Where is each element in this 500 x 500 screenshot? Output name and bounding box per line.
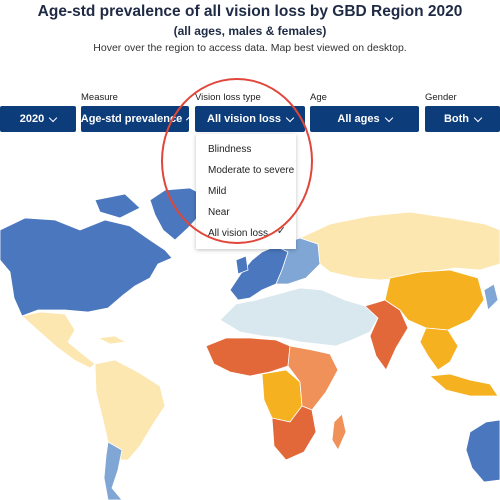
map-region-central-america[interactable] bbox=[21, 311, 96, 369]
map-region-madagascar[interactable] bbox=[331, 413, 347, 451]
map-region-western-ssa[interactable] bbox=[205, 337, 291, 377]
measure-select[interactable]: Age-std prevalence bbox=[81, 106, 189, 132]
age-value: All ages bbox=[337, 113, 380, 125]
map-region-greenland[interactable] bbox=[149, 187, 206, 241]
map-region-southeast-asia[interactable] bbox=[419, 327, 459, 371]
map-region-eastern-ssa[interactable] bbox=[287, 345, 339, 411]
world-map[interactable] bbox=[0, 160, 500, 500]
vision-loss-type-select[interactable]: All vision loss bbox=[195, 106, 305, 132]
year-select[interactable]: 2020 bbox=[0, 106, 76, 132]
map-region-uk[interactable] bbox=[235, 255, 249, 275]
map-region-arctic-islands[interactable] bbox=[94, 193, 141, 219]
map-region-north-america[interactable] bbox=[0, 217, 173, 317]
age-label: Age bbox=[310, 92, 327, 103]
menu-item-all-vision-loss-label: All vision loss bbox=[208, 228, 269, 239]
map-region-north-africa-middle-east[interactable] bbox=[219, 287, 379, 347]
map-region-indonesia[interactable] bbox=[429, 373, 499, 397]
gender-value: Both bbox=[443, 113, 470, 125]
gender-select[interactable]: Both bbox=[425, 106, 500, 132]
menu-item-moderate-to-severe[interactable]: Moderate to severe bbox=[208, 165, 295, 176]
chevron-down-icon bbox=[186, 115, 189, 120]
map-region-japan[interactable] bbox=[483, 283, 499, 311]
menu-item-all-vision-loss[interactable]: All vision loss ✓ bbox=[196, 223, 296, 244]
chevron-down-icon bbox=[285, 113, 295, 122]
hover-hint: Hover over the region to access data. Ma… bbox=[93, 42, 407, 54]
map-region-southern-ssa[interactable] bbox=[271, 405, 317, 461]
measure-label: Measure bbox=[81, 92, 118, 103]
year-value: 2020 bbox=[19, 113, 45, 125]
menu-item-mild[interactable]: Mild bbox=[208, 186, 227, 197]
page-title: Age-std prevalence of all vision loss by… bbox=[37, 3, 463, 20]
map-region-east-asia[interactable] bbox=[384, 269, 485, 331]
map-region-caribbean[interactable] bbox=[97, 335, 127, 345]
vision-loss-type-value: All vision loss bbox=[207, 113, 281, 125]
chevron-down-icon bbox=[48, 113, 58, 122]
menu-item-near[interactable]: Near bbox=[208, 207, 230, 218]
chevron-down-icon bbox=[384, 113, 393, 122]
vision-loss-type-label: Vision loss type bbox=[195, 92, 261, 103]
gender-label: Gender bbox=[425, 92, 457, 103]
map-region-south-america[interactable] bbox=[94, 359, 166, 461]
menu-item-blindness[interactable]: Blindness bbox=[208, 144, 252, 155]
map-region-southern-latin-america[interactable] bbox=[103, 441, 123, 500]
measure-value: Age-std prevalence bbox=[81, 113, 183, 125]
map-region-russia[interactable] bbox=[299, 211, 500, 281]
page-subtitle: (all ages, males & females) bbox=[173, 24, 327, 38]
age-select[interactable]: All ages bbox=[310, 106, 419, 132]
chevron-down-icon bbox=[473, 113, 483, 122]
vision-loss-type-menu: Blindness Moderate to severe Mild Near A… bbox=[196, 134, 296, 249]
checkmark-icon: ✓ bbox=[276, 225, 286, 237]
map-region-australia[interactable] bbox=[465, 419, 500, 483]
